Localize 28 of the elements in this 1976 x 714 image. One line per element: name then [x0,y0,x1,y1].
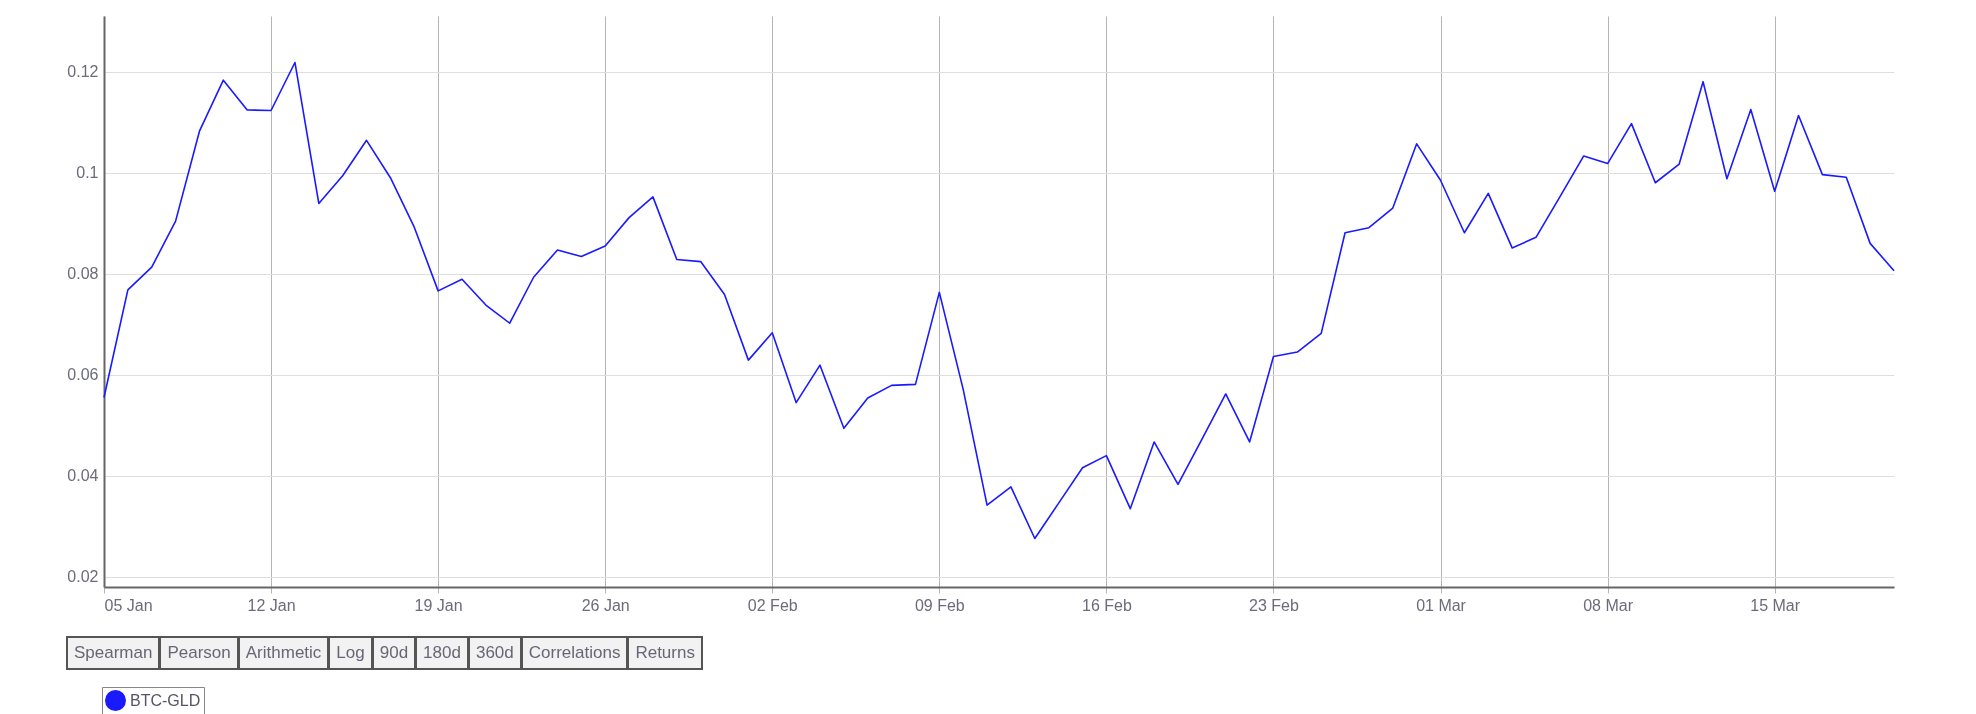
x-tick-label: 02 Feb [747,596,798,614]
toggle-button: Returns [628,636,703,670]
line-series [103,61,1895,540]
x-tick-label: 05 Jan [104,596,153,614]
x-tick-label: 26 Jan [581,596,630,614]
y-tick-label: 0.02 [67,568,99,586]
x-tick-label: 19 Jan [414,596,463,614]
x-tick-label: 09 Feb [914,596,965,614]
y-tick-label: 0.12 [67,63,99,81]
toggle-button: 90d [372,636,417,670]
toggle-button: Pearson [160,636,239,670]
y-tick-label: 0.04 [67,467,99,485]
toggle-button: 180d [416,636,469,670]
toggle-button: Spearman [66,636,161,670]
x-tick-label: 08 Mar [1583,596,1634,614]
toggle-button: 360d [468,636,522,670]
x-tick-label: 12 Jan [247,596,296,614]
y-tick-label: 0.08 [67,265,99,283]
y-tick-label: 0.06 [67,366,99,384]
legend-label: BTC-GLD [130,691,201,709]
x-tick-label: 16 Feb [1081,596,1132,614]
x-tick-label: 15 Mar [1750,596,1801,614]
toggle-button: Correlations [521,636,629,670]
toggle-button: Log [329,636,373,670]
y-tick-label: 0.1 [76,164,99,182]
toggle-button: Arithmetic [238,636,330,670]
x-tick-label: 01 Mar [1416,596,1467,614]
x-tick-label: 23 Feb [1249,596,1299,614]
